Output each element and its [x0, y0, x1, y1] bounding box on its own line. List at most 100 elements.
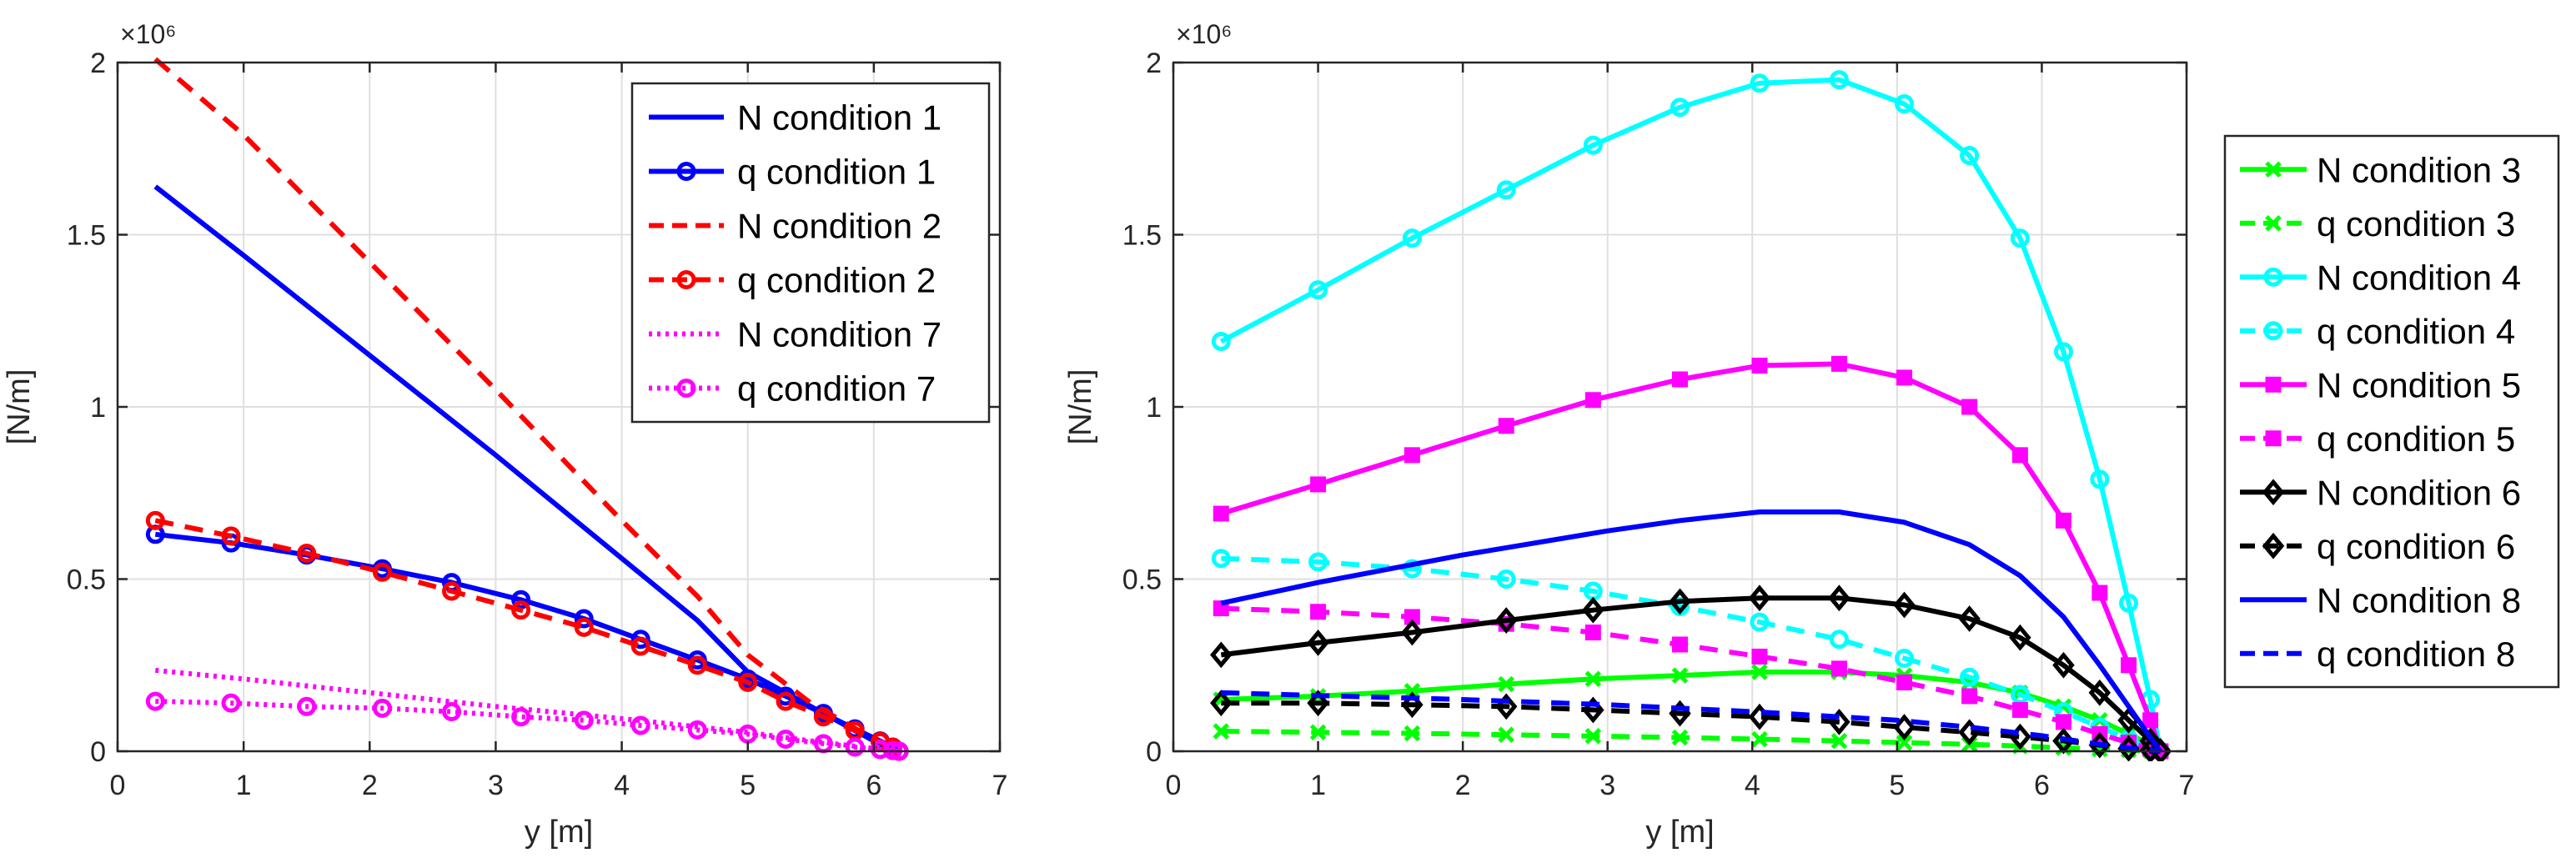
data-point-n-condition-5 [1498, 418, 1514, 434]
data-point-q-condition-4 [1402, 559, 1422, 579]
legend-marker [2262, 532, 2285, 559]
y-axis-label: [N/m] [2, 369, 37, 445]
data-point-n-condition-6 [2009, 624, 2031, 651]
data-point-q-condition-5 [1310, 604, 1327, 620]
data-point-q-condition-2 [738, 672, 758, 692]
data-point-n-condition-5 [1672, 371, 1688, 388]
data-point-n-condition-3 [1584, 670, 1602, 688]
data-point-q-condition-4 [1496, 569, 1516, 589]
legend-marker [2265, 214, 2282, 232]
legend-item-n-condition-4: N condition 4 [2240, 258, 2521, 297]
legend-item-n-condition-2: N condition 2 [649, 207, 942, 246]
data-point-q-condition-4 [2010, 685, 2030, 705]
data-point-n-condition-4 [1402, 228, 1422, 248]
series-line-q-condition-5 [1221, 605, 2162, 754]
data-point-q-condition-6 [1401, 691, 1424, 719]
x-tick-label: 5 [1889, 770, 1905, 801]
data-point-q-condition-7 [372, 698, 392, 718]
legend-label: q condition 2 [737, 261, 936, 300]
legend-item-n-condition-7: N condition 7 [649, 315, 942, 354]
data-point-q-condition-7 [776, 730, 796, 750]
legend-marker [2265, 430, 2282, 447]
x-tick-label: 0 [110, 770, 126, 801]
data-point-n-condition-5 [2011, 447, 2028, 464]
legend-item-q-condition-5: q condition 5 [2240, 419, 2515, 459]
legend-label: N condition 6 [2317, 473, 2521, 512]
data-point-q-condition-5 [2055, 714, 2071, 730]
data-point-q-condition-5 [1751, 648, 1768, 665]
data-point-q-condition-6 [1210, 690, 1233, 717]
data-point-n-condition-5 [2142, 712, 2159, 729]
data-point-q-condition-1 [574, 609, 594, 629]
x-tick-label: 1 [236, 770, 252, 801]
data-point-n-condition-4 [2090, 469, 2110, 489]
right-chart-panel: 0 1 2 3 4 5 6 7 0 0.5 1 1.5 2 ×10⁶ y [m] [N/m] N conditi… [1063, 19, 2560, 850]
series-line-n-condition-3 [1221, 670, 2162, 754]
data-point-q-condition-2 [442, 581, 462, 601]
series-group [1210, 70, 2172, 761]
data-point-q-condition-3 [1584, 728, 1602, 745]
data-point-n-condition-3 [1498, 675, 1514, 693]
legend-label: N condition 3 [2317, 150, 2521, 189]
x-tick-label: 7 [992, 770, 1008, 801]
data-point-q-condition-4 [1211, 549, 1231, 569]
y-tick-label: 1.5 [67, 220, 106, 252]
data-point-n-condition-6 [1893, 591, 1916, 619]
data-point-q-condition-7 [221, 693, 241, 713]
data-point-q-condition-7 [574, 710, 594, 730]
data-point-n-condition-5 [1584, 392, 1601, 409]
data-point-n-condition-5 [1310, 476, 1327, 493]
y-axis-label: [N/m] [1063, 369, 1098, 445]
legend-marker [2263, 321, 2283, 341]
data-point-q-condition-5 [1584, 625, 1601, 641]
data-point-q-condition-3 [1498, 726, 1514, 743]
data-point-q-condition-2 [630, 636, 650, 656]
data-point-q-condition-1 [630, 630, 650, 650]
legend-marker [2265, 161, 2282, 178]
y-exponent-label: ×10⁶ [1176, 19, 1232, 49]
data-point-q-condition-6 [2149, 738, 2172, 761]
data-point-n-condition-6 [1401, 619, 1424, 646]
legend-marker [676, 162, 696, 181]
data-point-q-condition-2 [221, 526, 241, 546]
x-axis-label: y [m] [1645, 815, 1714, 850]
data-point-q-condition-6 [1307, 690, 1329, 717]
x-tick-label: 1 [1310, 770, 1326, 801]
data-point-q-condition-3 [1213, 723, 1230, 740]
data-point-n-condition-5 [1751, 357, 1768, 374]
data-point-q-condition-7 [145, 691, 165, 711]
data-point-n-condition-4 [2010, 228, 2030, 248]
legend-label: q condition 7 [737, 369, 936, 409]
legend-marker [676, 379, 696, 398]
data-point-n-condition-3 [1671, 667, 1689, 684]
data-point-q-condition-4 [1960, 667, 1980, 687]
y-tick-label: 2 [1146, 48, 1162, 79]
data-point-n-condition-5 [1403, 447, 1420, 464]
legend-item-q-condition-7: q condition 7 [649, 369, 936, 409]
data-point-n-condition-4 [1895, 94, 1915, 114]
legend-item-q-condition-8: q condition 8 [2240, 635, 2515, 674]
legend-box [630, 82, 991, 424]
y-tick-label: 1 [1146, 392, 1162, 424]
data-point-q-condition-5 [2011, 701, 2028, 718]
y-tick-label: 1 [90, 392, 106, 424]
data-point-q-condition-6 [1893, 714, 1916, 740]
data-point-q-condition-5 [1896, 674, 1913, 690]
data-point-q-condition-2 [372, 562, 392, 582]
legend: N condition 1 q condition 1 N condition 2 q… [630, 82, 991, 424]
data-point-q-condition-7 [845, 737, 865, 757]
x-tick-label: 0 [1166, 770, 1182, 801]
legend-label: N condition 4 [2317, 258, 2521, 297]
data-point-n-condition-4 [1211, 332, 1231, 352]
legend-item-q-condition-4: q condition 4 [2240, 312, 2515, 351]
data-point-q-condition-4 [1895, 648, 1915, 668]
legend-label: q condition 4 [2317, 312, 2515, 351]
x-tick-label: 3 [488, 770, 504, 801]
legend-label: N condition 8 [2317, 580, 2521, 620]
legend-marker [2262, 479, 2285, 506]
data-point-q-condition-7 [870, 740, 890, 760]
data-point-q-condition-5 [1830, 660, 1847, 677]
data-point-n-condition-6 [1210, 641, 1233, 669]
data-point-n-condition-5 [1830, 355, 1847, 372]
x-tick-label: 2 [362, 770, 378, 801]
